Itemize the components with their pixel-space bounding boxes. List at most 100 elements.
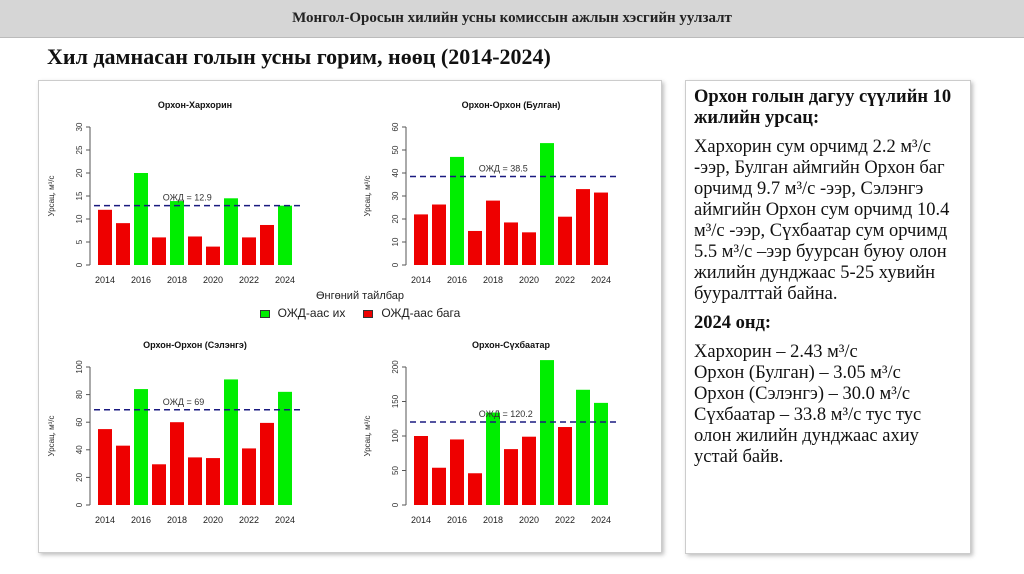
x-tick-label: 2020 xyxy=(519,275,539,285)
summary-line: Хархорин – 2.43 м³/с xyxy=(694,342,858,362)
bar-2022 xyxy=(558,216,572,265)
bar-2020 xyxy=(206,458,220,505)
page-title: Хил дамнасан голын усны горим, нөөц (201… xyxy=(47,44,551,69)
y-tick-label: 0 xyxy=(391,502,400,507)
x-tick-label: 2024 xyxy=(591,515,611,525)
legend-label-below: ОЖД-аас бага xyxy=(381,306,461,320)
y-tick-label: 80 xyxy=(75,390,84,399)
chart-title: Орхон-Орхон (Сэлэнгэ) xyxy=(143,340,247,350)
x-tick-label: 2016 xyxy=(447,275,467,285)
chart-title: Орхон-Орхон (Булган) xyxy=(462,100,561,110)
y-tick-label: 0 xyxy=(391,262,400,267)
chart-orkhon-bulgan: Орхон-Орхон (Булган) Урсац, м³/с 0 10 20 30 40… xyxy=(363,100,620,285)
bar-2018 xyxy=(170,201,184,265)
x-tick-label: 2014 xyxy=(95,515,115,525)
bar-2014 xyxy=(414,214,428,265)
summary-line: Орхон (Булган) – 3.05 м³/с xyxy=(694,363,901,383)
chart-orkhon-selenge: Орхон-Орхон (Сэлэнгэ) Урсац, м³/с 0 20 40 60 8… xyxy=(47,340,304,525)
bar-2016 xyxy=(134,389,148,505)
y-tick-label: 0 xyxy=(75,502,84,507)
bar-2016 xyxy=(134,173,148,265)
y-axis-label: Урсац, м³/с xyxy=(363,175,372,216)
mean-label: ОЖД = 12.9 xyxy=(163,193,212,203)
bar-2014 xyxy=(98,209,112,265)
bar-2023 xyxy=(576,389,590,505)
y-axis-label: Урсац, м³/с xyxy=(363,415,372,456)
bar-2015 xyxy=(432,204,446,265)
bar-2022 xyxy=(242,237,256,265)
summary-textbox: Орхон голын дагуу сүүлийн 10 жилийн урса… xyxy=(685,80,971,554)
x-tick-label: 2020 xyxy=(203,515,223,525)
y-tick-label: 30 xyxy=(391,191,400,200)
legend-item-below: ОЖД-аас бага xyxy=(363,306,460,320)
bar-2023 xyxy=(260,224,274,265)
y-tick-label: 50 xyxy=(391,466,400,475)
x-tick-label: 2018 xyxy=(483,275,503,285)
bar-2021 xyxy=(540,143,554,265)
x-tick-label: 2022 xyxy=(239,275,259,285)
y-tick-label: 10 xyxy=(75,214,84,223)
bar-2015 xyxy=(116,223,130,265)
bar-2017 xyxy=(152,237,166,265)
bar-2020 xyxy=(206,246,220,265)
bar-2019 xyxy=(188,236,202,265)
y-tick-label: 40 xyxy=(391,168,400,177)
summary-heading-2024: 2024 онд: xyxy=(694,313,772,333)
summary-line: Сүхбаатар – 33.8 м³/с тус тус олон жилий… xyxy=(694,405,922,467)
x-tick-label: 2018 xyxy=(483,515,503,525)
y-tick-label: 40 xyxy=(75,445,84,454)
mean-label: ОЖД = 69 xyxy=(163,397,204,407)
bar-2018 xyxy=(486,200,500,265)
x-tick-label: 2020 xyxy=(203,275,223,285)
bar-2015 xyxy=(116,445,130,505)
bar-2019 xyxy=(188,457,202,505)
legend-item-above: ОЖД-аас их xyxy=(259,306,346,320)
y-tick-label: 20 xyxy=(75,168,84,177)
x-tick-label: 2018 xyxy=(167,515,187,525)
x-tick-label: 2022 xyxy=(555,275,575,285)
y-tick-label: 15 xyxy=(75,191,84,200)
header-title: Монгол-Оросын хилийн усны комиссын ажлын… xyxy=(292,10,732,26)
bar-2021 xyxy=(224,198,238,265)
y-axis-label: Урсац, м³/с xyxy=(47,415,56,456)
x-tick-label: 2024 xyxy=(591,275,611,285)
mean-label: ОЖД = 120.2 xyxy=(479,409,533,419)
summary-line: Орхон (Сэлэнгэ) – 30.0 м³/с xyxy=(694,384,911,404)
bar-2017 xyxy=(468,230,482,265)
y-tick-label: 5 xyxy=(75,239,84,244)
bar-2019 xyxy=(504,222,518,265)
bar-2024 xyxy=(278,205,292,265)
mean-label: ОЖД = 38.5 xyxy=(479,163,528,173)
x-tick-label: 2018 xyxy=(167,275,187,285)
legend-label-above: ОЖД-аас их xyxy=(277,306,346,320)
bar-2018 xyxy=(170,422,184,505)
chart-title: Орхон-Хархорин xyxy=(158,100,232,110)
bar-2017 xyxy=(152,464,166,505)
x-tick-label: 2014 xyxy=(411,515,431,525)
x-tick-label: 2024 xyxy=(275,275,295,285)
y-tick-label: 100 xyxy=(75,360,84,374)
x-tick-label: 2016 xyxy=(447,515,467,525)
y-tick-label: 20 xyxy=(75,472,84,481)
bar-2016 xyxy=(450,156,464,265)
bar-2024 xyxy=(278,391,292,505)
bar-2019 xyxy=(504,449,518,505)
color-legend: Өнгөний тайлбар ОЖД-аас их ОЖД-аас бага xyxy=(230,290,490,320)
bar-2018 xyxy=(486,412,500,505)
x-tick-label: 2022 xyxy=(555,515,575,525)
chart-title: Орхон-Сүхбаатар xyxy=(472,340,550,350)
x-tick-label: 2014 xyxy=(95,275,115,285)
y-tick-label: 20 xyxy=(391,214,400,223)
x-tick-label: 2022 xyxy=(239,515,259,525)
x-tick-label: 2024 xyxy=(275,515,295,525)
bar-2014 xyxy=(414,436,428,505)
y-tick-label: 150 xyxy=(391,394,400,408)
bar-2022 xyxy=(558,427,572,505)
y-tick-label: 200 xyxy=(391,360,400,374)
legend-swatch-green xyxy=(259,309,270,318)
legend-swatch-red xyxy=(363,309,374,318)
x-tick-label: 2014 xyxy=(411,275,431,285)
y-tick-label: 25 xyxy=(75,145,84,154)
slide-header: Монгол-Оросын хилийн усны комиссын ажлын… xyxy=(0,0,1024,38)
chart-orkhon-sukhbaatar: Орхон-Сүхбаатар Урсац, м³/с 0 50 100 150 200 20… xyxy=(363,340,620,525)
